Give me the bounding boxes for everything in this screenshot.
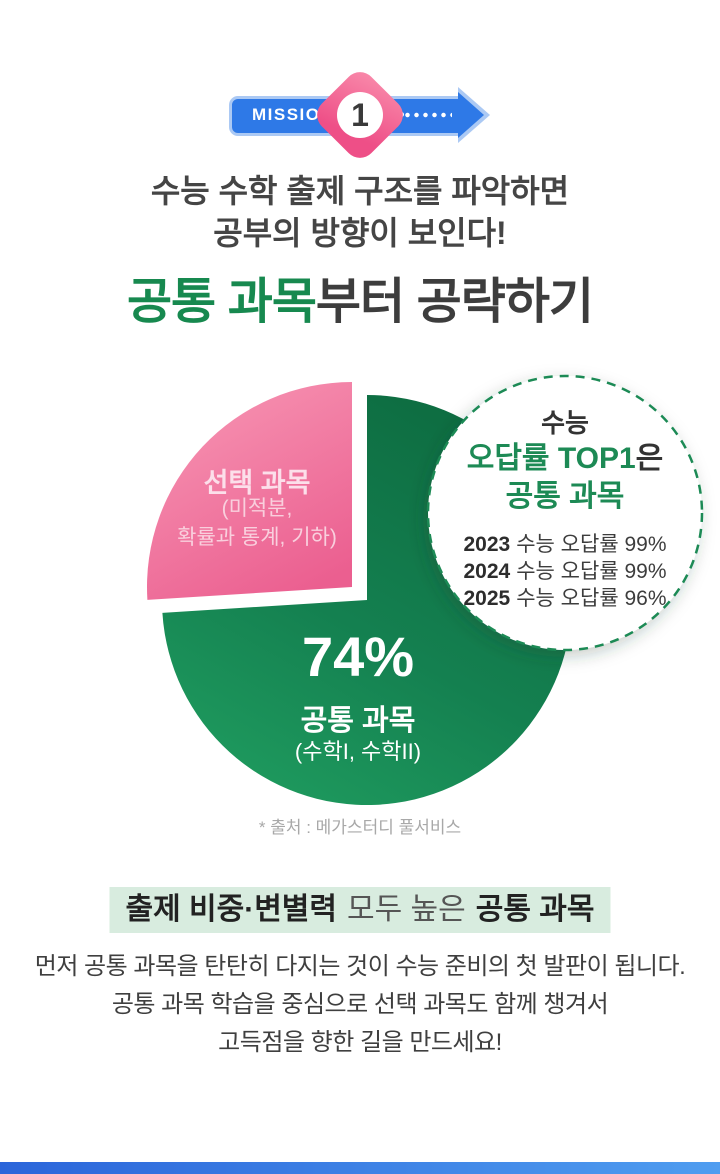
highlight-middle: 모두 높은 [347, 893, 466, 926]
badge-line2: 오답률 TOP1은 [435, 440, 695, 478]
body-line2: 공통 과목 학습을 중심으로 선택 과목도 함께 챙겨서 [111, 991, 609, 1018]
body-paragraph: 먼저 공통 과목을 탄탄히 다지는 것이 수능 준비의 첫 발판이 됩니다. 공… [0, 948, 720, 1062]
badge-line1: 수능 [541, 408, 589, 438]
highlight-bold2: 공통 과목 [475, 893, 595, 926]
badge-line2-green: 오답률 TOP1 [466, 442, 636, 475]
highlight-bar: 출제 비중·변별력 모두 높은 공통 과목 [109, 887, 611, 933]
source-note: * 출처 : 메가스터디 풀서비스 [258, 818, 462, 837]
mission-number-circle: 1 [337, 92, 383, 138]
arrow-icon [458, 92, 484, 138]
bottom-accent-bar [0, 1162, 720, 1174]
body-line3: 고득점을 향한 길을 만드세요! [218, 1029, 502, 1056]
mission-number: 1 [351, 96, 369, 133]
stat-row: 2024 수능 오답률 99% [463, 560, 667, 583]
badge-line3: 공통 과목 [505, 480, 625, 513]
mission-label: MISSION [252, 105, 335, 124]
stats-circle-badge [426, 374, 704, 652]
common-slice-label: 공통 과목 [300, 705, 416, 737]
page-title: 공통 과목부터 공략하기 [0, 262, 720, 333]
dotted-line-icon [394, 112, 452, 118]
stats-badge-text: 수능 오답률 TOP1은 공통 과목 2023 수능 오답률 99% 2024 수능… [435, 406, 695, 612]
subtitle-line1: 수능 수학 출제 구조를 파악하면 [150, 173, 570, 209]
common-slice-percent: 74% [301, 625, 415, 688]
pie-slice-select [146, 382, 352, 600]
badge-line2-suffix: 은 [635, 442, 664, 475]
highlight-bold1: 출제 비중·변별력 [125, 893, 338, 926]
subtitle: 수능 수학 출제 구조를 파악하면 공부의 방향이 보인다! [0, 170, 720, 254]
stat-row: 2025 수능 오답률 96% [463, 587, 667, 610]
page-title-rest: 부터 공략하기 [315, 275, 594, 329]
subtitle-line2: 공부의 방향이 보인다! [213, 215, 507, 251]
select-slice-sublabel: (미적분, 확률과 통계, 기하) [177, 497, 337, 549]
common-slice-sublabel: (수학I, 수학II) [294, 739, 422, 764]
body-line1: 먼저 공통 과목을 탄탄히 다지는 것이 수능 준비의 첫 발판이 됩니다. [34, 953, 686, 980]
stat-row: 2023 수능 오답률 99% [463, 533, 667, 556]
select-slice-label: 선택 과목 [203, 468, 311, 498]
page-title-green: 공통 과목 [126, 275, 317, 329]
